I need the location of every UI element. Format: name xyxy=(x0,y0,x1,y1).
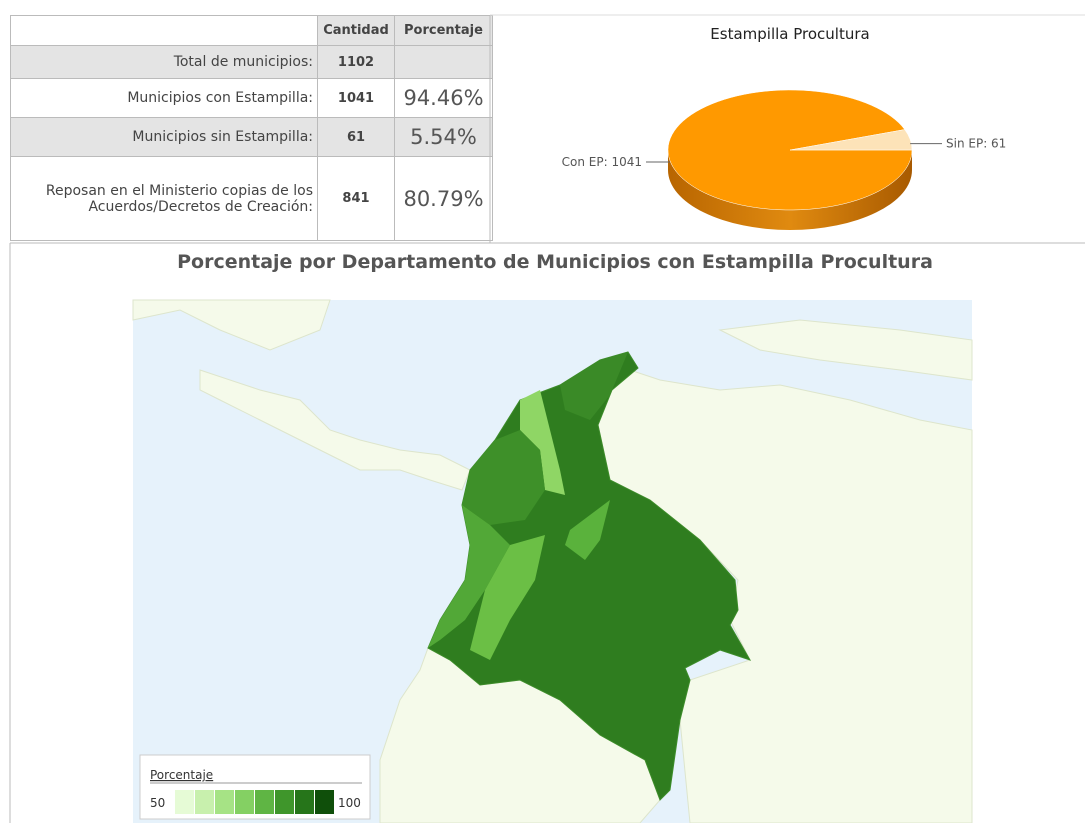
ramp-step xyxy=(255,790,274,814)
legend: Porcentaje 50 100 xyxy=(139,754,371,820)
row: Reposan en el Ministerio copias de los A… xyxy=(10,156,493,241)
row-label: Municipios sin Estampilla: xyxy=(10,117,318,157)
pie-label: Sin EP: 61 xyxy=(946,137,1006,151)
row: Municipios sin Estampilla: 61 5.54% xyxy=(10,117,493,157)
ramp-step xyxy=(195,790,214,814)
porcentaje: 80.79% xyxy=(394,156,493,241)
row: Municipios con Estampilla: 1041 94.46% xyxy=(10,78,493,118)
map xyxy=(132,299,973,823)
land xyxy=(132,299,331,351)
row-label: Total de municipios: xyxy=(10,45,318,79)
pie-slice xyxy=(789,129,913,151)
cantidad: 61 xyxy=(317,117,395,157)
pie-side xyxy=(668,150,912,230)
stats-table: Cantidad Porcentaje Total de municipios:… xyxy=(10,15,493,241)
region xyxy=(428,505,510,648)
ramp-step xyxy=(275,790,294,814)
empty-cell xyxy=(10,15,318,46)
pie-label: Con EP: 1041 xyxy=(562,155,642,169)
region xyxy=(520,390,565,495)
legend-max: 100 xyxy=(338,796,361,810)
ramp-step xyxy=(235,790,254,814)
land xyxy=(199,369,471,491)
region xyxy=(560,352,628,420)
pie: Con EP: 1041 Sin EP: 61 xyxy=(562,89,1006,230)
ramp-step xyxy=(295,790,314,814)
header-cell: Porcentaje xyxy=(394,15,493,46)
region xyxy=(462,430,545,525)
region xyxy=(565,500,610,560)
cantidad: 1041 xyxy=(317,78,395,118)
header-row: Cantidad Porcentaje xyxy=(10,15,493,46)
row: Total de municipios: 1102 xyxy=(10,45,493,79)
region xyxy=(470,535,545,660)
porcentaje: 5.54% xyxy=(394,117,493,157)
porcentaje: 94.46% xyxy=(394,78,493,118)
cantidad: 841 xyxy=(317,156,395,241)
ramp-step xyxy=(315,790,334,814)
row-label: Reposan en el Ministerio copias de los A… xyxy=(10,156,318,241)
map-title: Porcentaje por Departamento de Municipio… xyxy=(177,251,933,273)
row-label: Municipios con Estampilla: xyxy=(10,78,318,118)
land xyxy=(718,319,973,381)
legend-title: Porcentaje xyxy=(150,768,213,782)
pie-title: Estampilla Procultura xyxy=(710,25,869,43)
ramp-step xyxy=(175,790,194,814)
legend-ramp xyxy=(175,790,334,814)
legend-min: 50 xyxy=(150,796,165,810)
ramp-step xyxy=(215,790,234,814)
porcentaje xyxy=(394,45,493,79)
